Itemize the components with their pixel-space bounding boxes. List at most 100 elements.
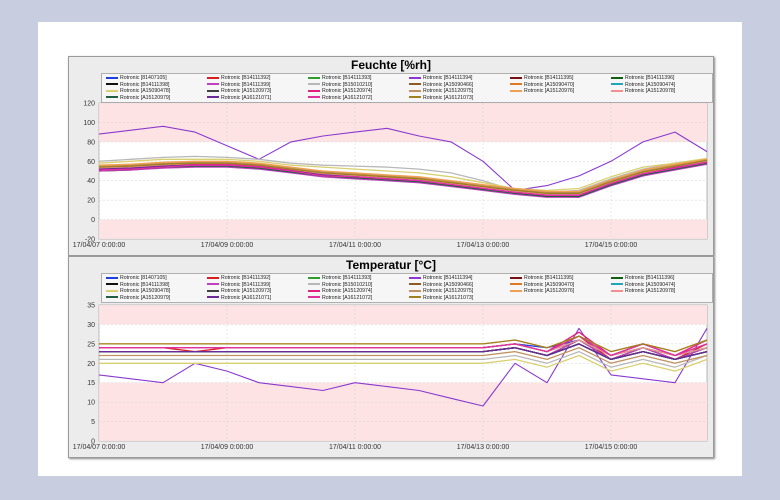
legend-entry: Rotronic [A16121071] bbox=[207, 295, 271, 301]
legend-entry: Rotronic [A16121072] bbox=[308, 95, 372, 101]
legend-entry: Rotronic [A16121073] bbox=[409, 295, 473, 301]
chart-legend: Rotronic [81407105] Rotronic [B14111392] R… bbox=[101, 73, 713, 103]
legend-entry: Rotronic [A15120979] bbox=[106, 95, 170, 101]
legend-label: Rotronic [B14111394] bbox=[423, 75, 473, 81]
temperature-chart-panel: Temperatur [°C] Rotronic [81407105] Rotro… bbox=[68, 256, 714, 458]
legend-swatch bbox=[409, 283, 421, 286]
legend-label: Rotronic [A16121073] bbox=[423, 94, 474, 101]
series-line bbox=[99, 354, 708, 372]
y-tick-label: 80 bbox=[87, 139, 95, 146]
legend-label: Rotronic [B14111399] bbox=[221, 281, 271, 288]
series-line bbox=[98, 155, 708, 194]
legend-swatch bbox=[106, 289, 118, 292]
legend-label: Rotronic [A15090478] bbox=[120, 88, 171, 94]
y-tick-label: 5 bbox=[91, 419, 95, 426]
report-canvas: Feuchte [%rh] Rotronic [81407105] Rotroni… bbox=[38, 22, 742, 476]
legend-label: Rotronic [A16121072] bbox=[322, 294, 373, 301]
legend-swatch bbox=[207, 283, 219, 286]
legend-label: Rotronic [A15120976] bbox=[524, 88, 575, 94]
alarm-band bbox=[99, 382, 707, 441]
series-line bbox=[99, 335, 708, 353]
legend-swatch bbox=[611, 289, 623, 292]
series-line bbox=[98, 161, 708, 196]
legend-entry: Rotronic [B14111392] bbox=[207, 275, 270, 281]
legend-swatch bbox=[611, 76, 623, 79]
legend-label: Rotronic [A16121071] bbox=[221, 294, 272, 301]
legend-swatch bbox=[510, 76, 522, 79]
legend-label: Rotronic [A16121071] bbox=[221, 94, 272, 101]
legend-entry: Rotronic [A15090478] bbox=[106, 288, 170, 294]
legend-entry: Rotronic [A15090466] bbox=[409, 282, 473, 288]
legend-entry: Rotronic [B14111392] bbox=[207, 75, 270, 81]
y-tick-label: 40 bbox=[87, 178, 95, 185]
legend-label: Rotronic [81407105] bbox=[120, 75, 167, 81]
y-tick-label: 20 bbox=[87, 361, 95, 368]
legend-swatch bbox=[106, 276, 118, 279]
legend-entry: Rotronic [B14111398] bbox=[106, 82, 169, 88]
x-tick-label: 17/04/15 0:00:00 bbox=[585, 242, 638, 249]
legend-label: Rotronic [A15120978] bbox=[625, 288, 676, 294]
series-line bbox=[98, 158, 708, 193]
legend-swatch bbox=[207, 96, 219, 99]
humidity-chart-panel: Feuchte [%rh] Rotronic [81407105] Rotroni… bbox=[68, 56, 714, 256]
legend-swatch bbox=[207, 83, 219, 86]
legend-entry: Rotronic [A16121071] bbox=[207, 95, 271, 101]
y-tick-label: 0 bbox=[91, 217, 95, 224]
legend-swatch bbox=[207, 276, 219, 279]
y-tick-label: -20 bbox=[85, 237, 95, 244]
legend-swatch bbox=[207, 76, 219, 79]
legend-entry: Rotronic [A15120976] bbox=[510, 88, 574, 94]
legend-swatch bbox=[510, 289, 522, 292]
legend-entry: Rotronic [81407105] bbox=[106, 275, 167, 281]
legend-entry: Rotronic [A16121072] bbox=[308, 295, 372, 301]
legend-entry: Rotronic [A15090474] bbox=[611, 82, 675, 88]
x-tick-label: 17/04/15 0:00:00 bbox=[585, 444, 638, 451]
series-line bbox=[98, 327, 708, 407]
legend-label: Rotronic [A15090466] bbox=[423, 281, 474, 288]
legend-label: Rotronic [A15090470] bbox=[524, 281, 575, 288]
legend-label: Rotronic [A15120974] bbox=[322, 288, 373, 294]
legend-swatch bbox=[308, 83, 320, 86]
legend-swatch bbox=[308, 276, 320, 279]
legend-label: Rotronic [A15120973] bbox=[221, 288, 272, 294]
legend-entry: Rotronic [A15120975] bbox=[409, 288, 473, 294]
legend-swatch bbox=[409, 76, 421, 79]
y-tick-label: 120 bbox=[83, 101, 95, 108]
legend-swatch bbox=[611, 89, 623, 92]
legend-swatch bbox=[510, 276, 522, 279]
legend-label: Rotronic [B14111396] bbox=[625, 75, 675, 81]
legend-entry: Rotronic [A15090466] bbox=[409, 82, 473, 88]
y-tick-label: 0 bbox=[91, 439, 95, 446]
legend-entry: Rotronic [B14111399] bbox=[207, 82, 270, 88]
temperature-plot: 0 5 10 15 20 25 30 35 17/04/07 0:00:00 17/04/09 0… bbox=[73, 303, 708, 451]
series-line bbox=[99, 343, 708, 361]
chart-title: Feuchte [%rh] bbox=[350, 58, 431, 72]
legend-entry: Rotronic [A15120973] bbox=[207, 88, 271, 94]
legend-entry: Rotronic [A15090470] bbox=[510, 82, 574, 88]
legend-label: Rotronic [A15120974] bbox=[322, 88, 373, 94]
legend-swatch bbox=[106, 296, 118, 299]
x-tick-label: 17/04/13 0:00:00 bbox=[457, 444, 510, 451]
legend-label: Rotronic [B15010210] bbox=[322, 81, 373, 88]
legend-label: Rotronic [B14111393] bbox=[322, 275, 372, 281]
legend-entry: Rotronic [B14111399] bbox=[207, 282, 270, 288]
legend-label: Rotronic [B14111398] bbox=[120, 281, 170, 288]
legend-entry: Rotronic [B14111394] bbox=[409, 75, 472, 81]
legend-entry: Rotronic [B14111395] bbox=[510, 75, 573, 81]
legend-label: Rotronic [81407105] bbox=[120, 275, 167, 281]
chart-title: Temperatur [°C] bbox=[346, 258, 436, 272]
legend-label: Rotronic [A15090474] bbox=[625, 281, 676, 288]
legend-swatch bbox=[510, 89, 522, 92]
legend-swatch bbox=[510, 283, 522, 286]
legend-label: Rotronic [B14111396] bbox=[625, 275, 675, 281]
series-line bbox=[98, 163, 708, 198]
legend-swatch bbox=[106, 283, 118, 286]
y-tick-label: 60 bbox=[87, 159, 95, 166]
legend-entry: Rotronic [A15120974] bbox=[308, 288, 372, 294]
legend-entry: Rotronic [A15090478] bbox=[106, 88, 170, 94]
legend-label: Rotronic [A15120976] bbox=[524, 288, 575, 294]
legend-entry: Rotronic [A15120979] bbox=[106, 295, 170, 301]
legend-entry: Rotronic [A15120978] bbox=[611, 288, 675, 294]
x-tick-label: 17/04/11 0:00:00 bbox=[329, 444, 381, 451]
legend-swatch bbox=[106, 83, 118, 86]
